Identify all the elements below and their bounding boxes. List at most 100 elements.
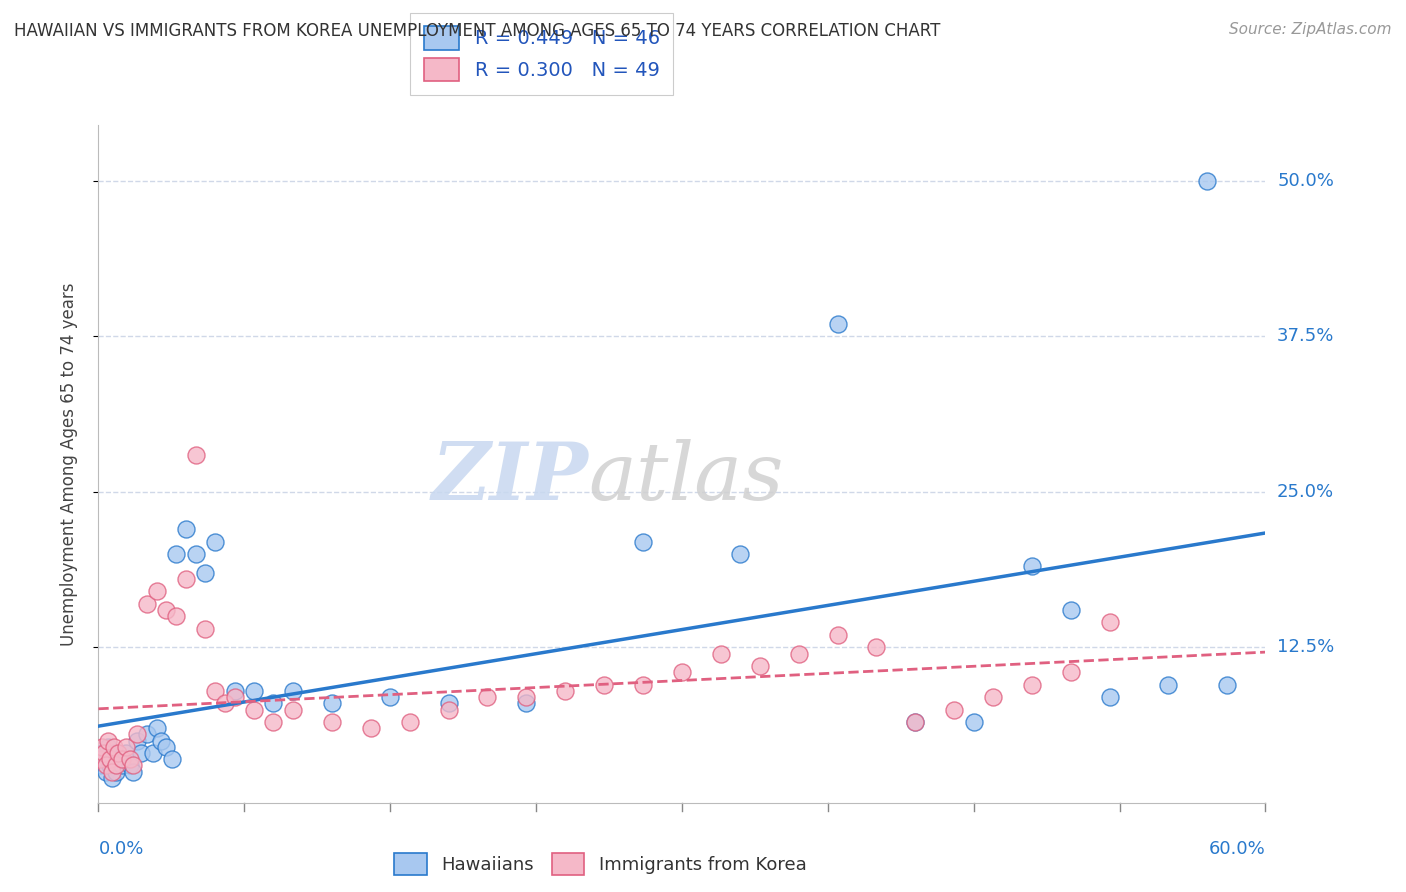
Point — [91, 739, 114, 754]
Point — [904, 714, 927, 729]
Point — [437, 696, 460, 710]
Point — [671, 665, 693, 680]
Point — [515, 690, 537, 704]
Point — [104, 758, 127, 772]
Point — [111, 752, 134, 766]
Point — [1021, 678, 1043, 692]
Point — [98, 752, 121, 766]
Point — [101, 771, 124, 785]
Point — [146, 721, 169, 735]
Text: HAWAIIAN VS IMMIGRANTS FROM KOREA UNEMPLOYMENT AMONG AGES 65 TO 74 YEARS CORRELA: HAWAIIAN VS IMMIGRANTS FROM KOREA UNEMPL… — [14, 22, 941, 40]
Point — [96, 764, 118, 779]
Point — [1060, 603, 1083, 617]
Text: 37.5%: 37.5% — [1277, 327, 1334, 345]
Point — [165, 547, 187, 561]
Point — [136, 727, 159, 741]
Point — [89, 752, 111, 766]
Point — [174, 572, 197, 586]
Point — [730, 547, 752, 561]
Point — [477, 690, 499, 704]
Point — [1195, 174, 1218, 188]
Point — [1157, 678, 1180, 692]
Point — [631, 678, 654, 692]
Text: 25.0%: 25.0% — [1277, 483, 1334, 500]
Point — [710, 647, 733, 661]
Text: atlas: atlas — [589, 439, 785, 516]
Point — [398, 714, 420, 729]
Point — [321, 714, 343, 729]
Point — [904, 714, 927, 729]
Text: ZIP: ZIP — [432, 439, 589, 516]
Point — [321, 696, 343, 710]
Point — [515, 696, 537, 710]
Point — [127, 727, 149, 741]
Point — [142, 746, 165, 760]
Point — [262, 696, 284, 710]
Point — [122, 764, 145, 779]
Text: 50.0%: 50.0% — [1277, 172, 1334, 190]
Point — [865, 640, 887, 655]
Point — [262, 714, 284, 729]
Point — [155, 739, 177, 754]
Point — [360, 721, 382, 735]
Point — [1098, 690, 1121, 704]
Point — [104, 764, 127, 779]
Point — [194, 622, 217, 636]
Text: 0.0%: 0.0% — [98, 840, 143, 858]
Point — [184, 448, 207, 462]
Point — [437, 702, 460, 716]
Point — [204, 534, 226, 549]
Point — [827, 628, 849, 642]
Point — [127, 733, 149, 747]
Point — [97, 733, 120, 747]
Text: 60.0%: 60.0% — [1209, 840, 1265, 858]
Point — [89, 758, 111, 772]
Point — [97, 739, 120, 754]
Point — [204, 683, 226, 698]
Point — [1060, 665, 1083, 680]
Point — [194, 566, 217, 580]
Point — [1098, 615, 1121, 630]
Point — [962, 714, 984, 729]
Legend: Hawaiians, Immigrants from Korea: Hawaiians, Immigrants from Korea — [387, 846, 814, 882]
Point — [114, 739, 136, 754]
Point — [114, 746, 136, 760]
Point — [243, 683, 266, 698]
Point — [281, 702, 304, 716]
Point — [748, 659, 770, 673]
Point — [243, 702, 266, 716]
Text: Source: ZipAtlas.com: Source: ZipAtlas.com — [1229, 22, 1392, 37]
Point — [174, 522, 197, 536]
Point — [214, 696, 236, 710]
Point — [98, 758, 121, 772]
Point — [118, 752, 141, 766]
Y-axis label: Unemployment Among Ages 65 to 74 years: Unemployment Among Ages 65 to 74 years — [59, 282, 77, 646]
Point — [631, 534, 654, 549]
Point — [122, 758, 145, 772]
Point — [93, 746, 115, 760]
Point — [91, 746, 114, 760]
Point — [93, 752, 115, 766]
Point — [146, 584, 169, 599]
Point — [1215, 678, 1237, 692]
Point — [111, 758, 134, 772]
Point — [281, 683, 304, 698]
Point — [184, 547, 207, 561]
Point — [787, 647, 810, 661]
Point — [224, 683, 246, 698]
Point — [136, 597, 159, 611]
Point — [981, 690, 1004, 704]
Point — [593, 678, 616, 692]
Point — [129, 746, 152, 760]
Point — [1021, 559, 1043, 574]
Point — [107, 752, 129, 766]
Point — [101, 764, 124, 779]
Point — [943, 702, 966, 716]
Point — [165, 609, 187, 624]
Point — [378, 690, 402, 704]
Point — [155, 603, 177, 617]
Point — [103, 746, 125, 760]
Text: 12.5%: 12.5% — [1277, 639, 1334, 657]
Point — [554, 683, 576, 698]
Point — [118, 758, 141, 772]
